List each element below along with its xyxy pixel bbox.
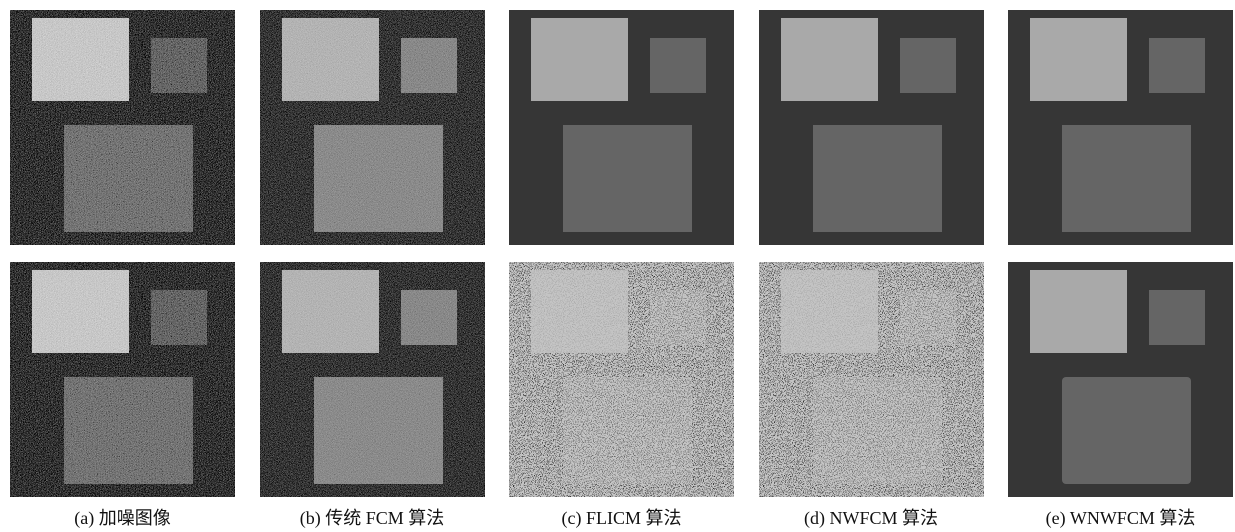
small-square <box>151 38 207 93</box>
caption: (c) FLICM 算法 <box>509 505 734 531</box>
bright-square <box>781 18 878 101</box>
large-square <box>813 377 942 484</box>
small-square <box>650 38 706 93</box>
bright-square <box>282 270 379 353</box>
large-square <box>1062 377 1191 484</box>
small-square <box>900 290 956 345</box>
large-square <box>813 125 942 232</box>
result-image <box>1008 262 1233 497</box>
large-square <box>64 125 193 232</box>
image-content <box>509 10 734 245</box>
result-image <box>509 10 734 245</box>
small-square <box>1149 290 1205 345</box>
bright-square <box>531 18 628 101</box>
image-content <box>1008 10 1233 245</box>
result-image <box>509 262 734 497</box>
image-content <box>1008 262 1233 497</box>
large-square <box>314 377 443 484</box>
bright-square <box>531 270 628 353</box>
result-image <box>260 262 485 497</box>
result-image <box>10 10 235 245</box>
caption: (a) 加噪图像 <box>10 505 235 531</box>
small-square <box>401 38 457 93</box>
figure-page: (a) 加噪图像 (b) 传统 FCM 算法 (c) FLICM 算法 (d) NWF… <box>0 0 1235 532</box>
large-square <box>314 125 443 232</box>
large-square <box>563 377 692 484</box>
small-square <box>900 38 956 93</box>
bright-square <box>781 270 878 353</box>
bright-square <box>282 18 379 101</box>
bright-square <box>1030 270 1127 353</box>
result-image <box>10 262 235 497</box>
result-image <box>759 10 984 245</box>
caption: (d) NWFCM 算法 <box>759 505 984 531</box>
image-content <box>10 10 235 245</box>
small-square <box>151 290 207 345</box>
result-image <box>759 262 984 497</box>
image-content <box>759 262 984 497</box>
small-square <box>650 290 706 345</box>
image-content <box>260 10 485 245</box>
image-content <box>260 262 485 497</box>
bright-square <box>32 270 129 353</box>
image-content <box>759 10 984 245</box>
large-square <box>64 377 193 484</box>
large-square <box>1062 125 1191 232</box>
small-square <box>1149 38 1205 93</box>
result-image <box>1008 10 1233 245</box>
small-square <box>401 290 457 345</box>
caption: (b) 传统 FCM 算法 <box>260 505 485 531</box>
large-square <box>563 125 692 232</box>
caption: (e) WNWFCM 算法 <box>1008 505 1233 531</box>
bright-square <box>32 18 129 101</box>
result-image <box>260 10 485 245</box>
image-content <box>509 262 734 497</box>
image-content <box>10 262 235 497</box>
bright-square <box>1030 18 1127 101</box>
